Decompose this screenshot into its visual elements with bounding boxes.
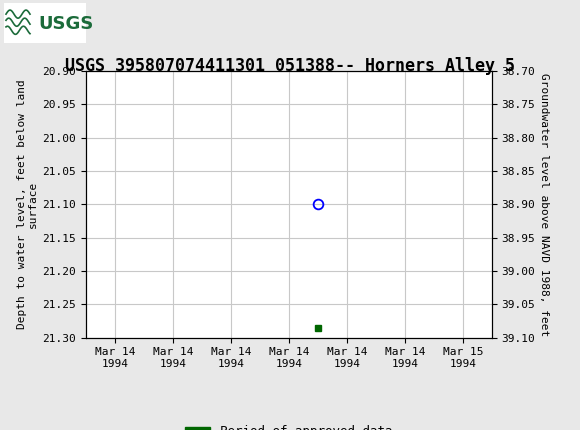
Y-axis label: Groundwater level above NAVD 1988, feet: Groundwater level above NAVD 1988, feet <box>539 73 549 336</box>
Text: USGS: USGS <box>38 15 93 33</box>
Y-axis label: Depth to water level, feet below land
surface: Depth to water level, feet below land su… <box>17 80 38 329</box>
FancyBboxPatch shape <box>4 3 86 43</box>
Legend: Period of approved data: Period of approved data <box>180 420 398 430</box>
Text: USGS 395807074411301 051388-- Horners Alley 5: USGS 395807074411301 051388-- Horners Al… <box>65 57 515 75</box>
